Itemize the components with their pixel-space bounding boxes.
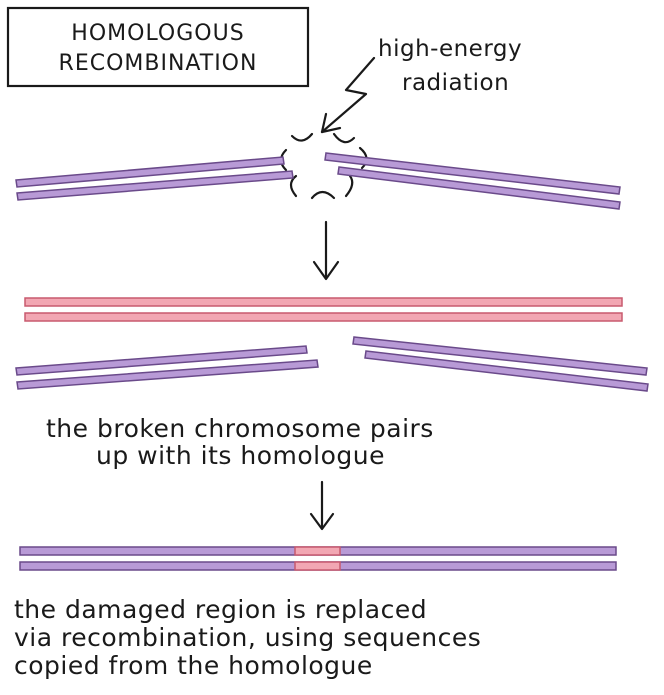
down-arrow-icon xyxy=(312,220,340,281)
chromatid-right-top xyxy=(352,336,648,376)
homologue-stage2 xyxy=(24,297,623,322)
chromatid-left-bottom xyxy=(16,170,294,201)
repair-caption: the damaged region is replaced via recom… xyxy=(14,595,481,680)
broken-chromosome-stage2 xyxy=(15,336,649,392)
repaired-chromosome-stage3 xyxy=(19,546,617,571)
title-box: HOMOLOGOUS RECOMBINATION xyxy=(6,6,310,88)
radiation-label: high-energy radiation xyxy=(378,36,522,96)
repair-caption-line-2: via recombination, using sequences xyxy=(14,623,481,652)
title-line-2: RECOMBINATION xyxy=(59,51,258,76)
homologue-top-strand xyxy=(24,297,623,307)
break-mark-icon xyxy=(279,132,368,200)
chromatid-right-bottom xyxy=(337,166,621,210)
pairing-caption-line-2: up with its homologue xyxy=(96,441,385,470)
pairing-caption: the broken chromosome pairs up with its … xyxy=(46,414,434,470)
chromatid-right-bottom xyxy=(364,350,649,392)
radiation-label-line-1: high-energy xyxy=(378,36,522,62)
copied-homologue-segment-bottom xyxy=(294,561,341,571)
repair-caption-line-3: copied from the homologue xyxy=(14,651,373,680)
copied-homologue-segment-top xyxy=(294,546,341,556)
pairing-caption-line-1: the broken chromosome pairs xyxy=(46,414,434,443)
chromatid-left-top xyxy=(15,345,308,376)
down-arrow-icon xyxy=(309,480,335,531)
chromatid-right-top xyxy=(324,152,621,195)
chromatid-left-bottom xyxy=(16,359,319,390)
repair-caption-line-1: the damaged region is replaced xyxy=(14,595,427,624)
lightning-bolt-icon xyxy=(320,56,376,134)
title-line-1: HOMOLOGOUS xyxy=(71,21,244,46)
broken-chromosome-stage1 xyxy=(15,152,621,210)
radiation-label-line-2: radiation xyxy=(402,70,509,96)
homologue-bottom-strand xyxy=(24,312,623,322)
chromatid-left-top xyxy=(15,156,285,188)
